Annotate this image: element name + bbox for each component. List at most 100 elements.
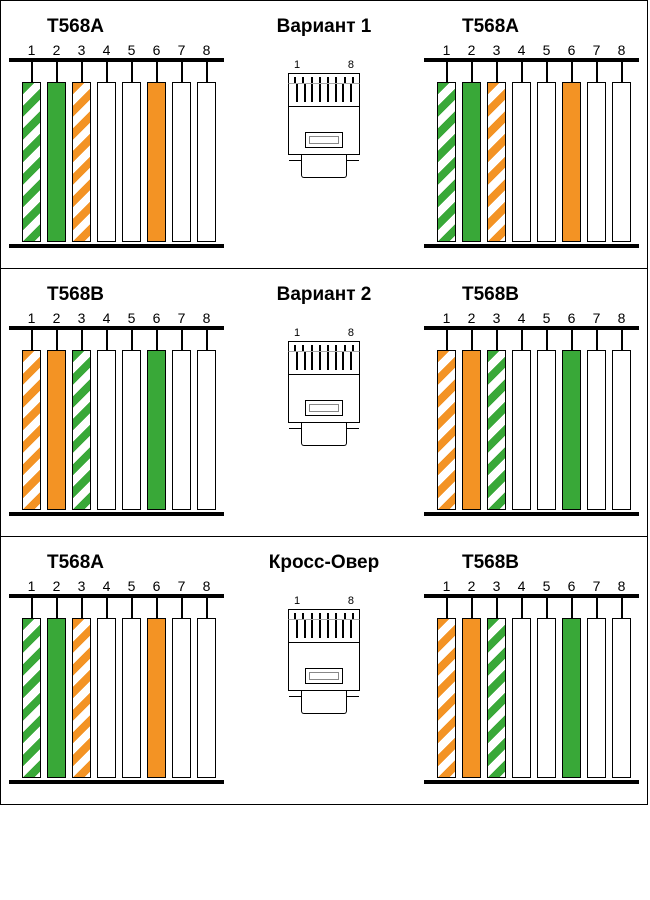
- wire-8: [194, 62, 219, 242]
- wire-7: [169, 598, 194, 778]
- wire-6: [559, 330, 584, 510]
- wire-body: [462, 618, 481, 778]
- bottom-bar: [424, 780, 639, 784]
- pin-number: 2: [44, 42, 69, 58]
- pin-number: 2: [459, 578, 484, 594]
- wire-4: [94, 330, 119, 510]
- pin-number: 7: [169, 310, 194, 326]
- pin-number: 4: [509, 42, 534, 58]
- pin-lead: [621, 62, 623, 82]
- pin-number: 6: [559, 42, 584, 58]
- pin-number: 8: [194, 578, 219, 594]
- pin-number: 4: [509, 578, 534, 594]
- pin-number: 7: [584, 578, 609, 594]
- pin-number: 7: [584, 310, 609, 326]
- pin-number: 7: [169, 42, 194, 58]
- pin-number: 4: [94, 578, 119, 594]
- wire-body: [97, 82, 116, 242]
- block-title: T568A: [47, 16, 224, 38]
- wire-3: [69, 330, 94, 510]
- wire-6: [144, 330, 169, 510]
- pin-lead: [181, 330, 183, 350]
- wire-box: [424, 58, 639, 248]
- wire-4: [509, 598, 534, 778]
- block-title: T568B: [462, 284, 639, 306]
- wire-6: [559, 598, 584, 778]
- wire-body: [487, 618, 506, 778]
- wire-box: [9, 326, 224, 516]
- pin-lead: [496, 330, 498, 350]
- wire-box: [424, 594, 639, 784]
- wire-3: [484, 330, 509, 510]
- pin-number: 8: [194, 310, 219, 326]
- wire-7: [169, 330, 194, 510]
- wire-body: [147, 82, 166, 242]
- wire-7: [169, 62, 194, 242]
- pin-lead: [621, 598, 623, 618]
- pin-lead: [446, 598, 448, 618]
- wire-5: [534, 330, 559, 510]
- wire-1: [434, 62, 459, 242]
- block-title: T568A: [462, 16, 639, 38]
- pin-lead: [596, 598, 598, 618]
- wire-5: [534, 598, 559, 778]
- pin-number: 8: [609, 310, 634, 326]
- pin-lead: [106, 62, 108, 82]
- bottom-bar: [424, 244, 639, 248]
- pin-lead: [156, 330, 158, 350]
- wire-body: [462, 82, 481, 242]
- pin-lead: [496, 598, 498, 618]
- wire-body: [512, 82, 531, 242]
- rj45-pin-labels: 18: [294, 59, 354, 71]
- wire-body: [122, 618, 141, 778]
- pin-number: 3: [484, 42, 509, 58]
- wire-6: [144, 598, 169, 778]
- pin-lead: [81, 598, 83, 618]
- wire-body: [587, 82, 606, 242]
- center-column: Вариант 218: [277, 284, 372, 446]
- rj45-connector-icon: 18: [288, 73, 360, 178]
- pin-number: 1: [434, 310, 459, 326]
- rj45-connector-icon: 18: [288, 609, 360, 714]
- wire-body: [612, 350, 631, 510]
- pin-lead: [181, 598, 183, 618]
- wire-3: [69, 62, 94, 242]
- wire-body: [147, 618, 166, 778]
- variant-title: Вариант 1: [277, 16, 372, 38]
- pin-lead: [56, 62, 58, 82]
- wire-body: [97, 350, 116, 510]
- wire-7: [584, 62, 609, 242]
- diagram-container: T568A12345678Вариант 118T568A12345678T56…: [0, 0, 648, 805]
- pin-lead: [81, 330, 83, 350]
- wire-body: [612, 618, 631, 778]
- pin-numbers: 12345678: [434, 310, 639, 326]
- center-column: Кросс-Овер18: [269, 552, 379, 714]
- wire-body: [437, 82, 456, 242]
- pin-lead: [596, 330, 598, 350]
- pin-number: 8: [194, 42, 219, 58]
- wire-box: [9, 58, 224, 248]
- wire-8: [609, 330, 634, 510]
- wire-8: [609, 62, 634, 242]
- wire-body: [72, 618, 91, 778]
- wire-body: [587, 350, 606, 510]
- wire-body: [562, 350, 581, 510]
- wire-5: [119, 330, 144, 510]
- wire-body: [537, 618, 556, 778]
- wire-body: [47, 350, 66, 510]
- pin-lead: [206, 330, 208, 350]
- bottom-bar: [9, 512, 224, 516]
- pin-number: 4: [509, 310, 534, 326]
- rj45-pin-labels: 18: [294, 595, 354, 607]
- pin-number: 1: [19, 578, 44, 594]
- wire-8: [609, 598, 634, 778]
- wire-body: [562, 618, 581, 778]
- wire-2: [459, 330, 484, 510]
- pin-number: 2: [44, 310, 69, 326]
- wire-6: [144, 62, 169, 242]
- wire-box: [424, 326, 639, 516]
- block-title: T568B: [462, 552, 639, 574]
- pin-lead: [181, 62, 183, 82]
- pin-lead: [131, 62, 133, 82]
- pin-lead: [621, 330, 623, 350]
